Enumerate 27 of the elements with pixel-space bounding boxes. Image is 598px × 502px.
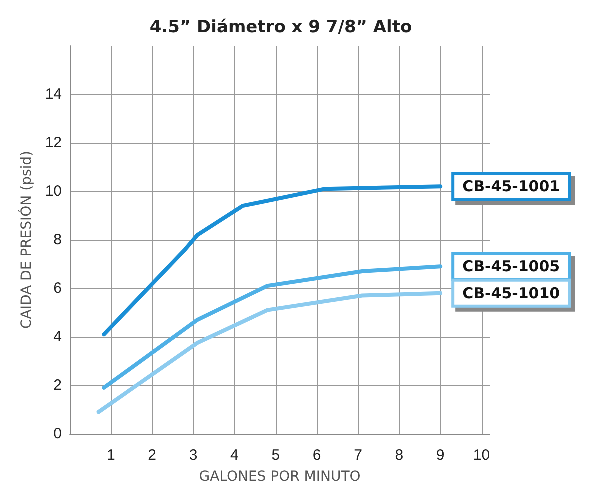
x-tick-label: 6 bbox=[312, 447, 322, 464]
line-series bbox=[102, 264, 443, 390]
y-tick-label: 4 bbox=[54, 328, 62, 346]
y-tick-label: 0 bbox=[54, 426, 62, 442]
series-label: CB-45-1010 bbox=[462, 284, 560, 302]
series-label: CB-45-1005 bbox=[462, 258, 560, 276]
x-tick-label: 9 bbox=[436, 447, 445, 464]
y-tick-label: 2 bbox=[54, 377, 62, 394]
series-label: CB-45-1001 bbox=[462, 178, 560, 196]
y-tick-label: 10 bbox=[45, 183, 62, 200]
x-tick-label: 8 bbox=[395, 447, 404, 464]
x-tick-label: 10 bbox=[473, 447, 490, 464]
y-tick-label: 14 bbox=[45, 86, 62, 103]
chart-title: 4.5” Diámetro x 9 7/8” Alto bbox=[150, 18, 412, 38]
y-tick-label: 8 bbox=[54, 232, 62, 248]
x-tick-label: 2 bbox=[148, 447, 157, 464]
x-tick-label: 1 bbox=[107, 447, 116, 464]
line-series bbox=[102, 184, 443, 337]
x-tick-label: 5 bbox=[272, 447, 280, 464]
y-tick-label: 6 bbox=[54, 280, 62, 297]
x-tick-label: 7 bbox=[354, 447, 362, 464]
y-axis-title: CAIDA DE PRESIÓN (psid) bbox=[18, 151, 35, 329]
x-axis-title: GALONES POR MINUTO bbox=[199, 469, 361, 485]
x-tick-label: 4 bbox=[230, 447, 239, 464]
line-series bbox=[96, 291, 443, 414]
x-tick-label: 3 bbox=[189, 447, 198, 464]
y-tick-label: 12 bbox=[45, 134, 62, 152]
